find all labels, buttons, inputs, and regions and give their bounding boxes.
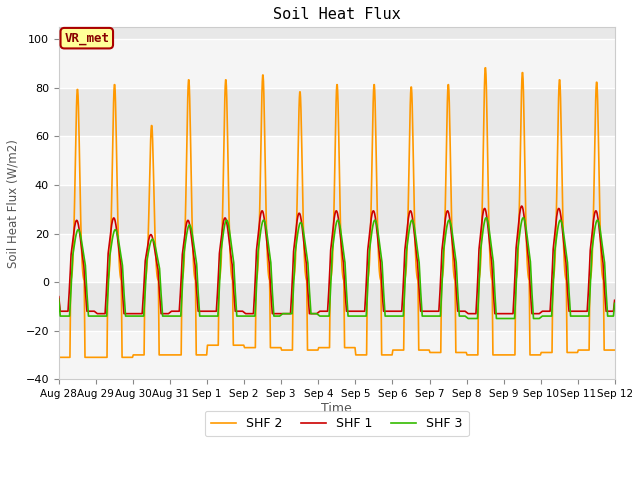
Text: VR_met: VR_met	[64, 32, 109, 45]
Bar	[59, 39, 615, 88]
Line: SHF 3: SHF 3	[59, 218, 614, 319]
Bar	[59, 234, 615, 282]
SHF 2	[481, 65, 489, 71]
SHF 2	[424, 347, 431, 353]
Bar	[59, 331, 615, 379]
SHF 3	[482, 215, 490, 221]
SHF 3	[545, 313, 553, 319]
SHF 2	[241, 345, 249, 350]
SHF 1	[518, 203, 525, 209]
SHF 2	[545, 349, 553, 355]
SHF 3	[423, 313, 431, 319]
Legend: SHF 2, SHF 1, SHF 3: SHF 2, SHF 1, SHF 3	[205, 411, 469, 436]
SHF 1	[55, 294, 63, 300]
SHF 3	[165, 313, 173, 319]
SHF 1	[424, 308, 431, 314]
SHF 2	[179, 275, 187, 280]
SHF 2	[55, 317, 63, 323]
Line: SHF 1: SHF 1	[59, 206, 614, 313]
SHF 2	[611, 347, 618, 353]
Title: Soil Heat Flux: Soil Heat Flux	[273, 7, 401, 22]
SHF 1	[545, 308, 553, 314]
SHF 3	[611, 300, 618, 306]
SHF 1	[496, 311, 504, 316]
Line: SHF 2: SHF 2	[59, 68, 614, 357]
SHF 3	[55, 296, 63, 302]
SHF 1	[241, 310, 249, 316]
Bar	[59, 136, 615, 185]
SHF 1	[93, 311, 101, 316]
X-axis label: Time: Time	[321, 402, 352, 415]
SHF 1	[165, 310, 173, 316]
SHF 3	[241, 313, 248, 319]
Y-axis label: Soil Heat Flux (W/m2): Soil Heat Flux (W/m2)	[7, 139, 20, 268]
SHF 2	[497, 352, 504, 358]
SHF 3	[497, 316, 504, 322]
SHF 2	[55, 354, 63, 360]
SHF 1	[611, 298, 618, 303]
SHF 3	[179, 285, 186, 290]
SHF 2	[165, 352, 173, 358]
SHF 1	[179, 249, 187, 254]
SHF 3	[465, 316, 472, 322]
